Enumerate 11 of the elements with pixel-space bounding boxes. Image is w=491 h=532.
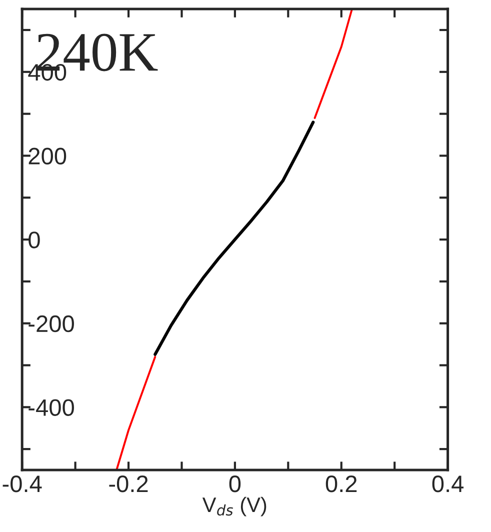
x-tick-label: 0 bbox=[229, 476, 241, 492]
y-tick-label: -200 bbox=[28, 315, 74, 332]
x-tick-label: 0.2 bbox=[326, 476, 357, 492]
y-tick-label: 0 bbox=[28, 232, 40, 248]
x-tick-label: -0.4 bbox=[2, 476, 42, 492]
y-tick-label: -400 bbox=[28, 399, 74, 416]
x-tick-label: -0.2 bbox=[109, 476, 148, 492]
line-series bbox=[154, 120, 315, 356]
x-tick-label: 0.4 bbox=[432, 476, 464, 492]
y-tick-label: 200 bbox=[28, 148, 66, 165]
x-axis-title: V$_{ds}$ (V) bbox=[202, 496, 266, 516]
